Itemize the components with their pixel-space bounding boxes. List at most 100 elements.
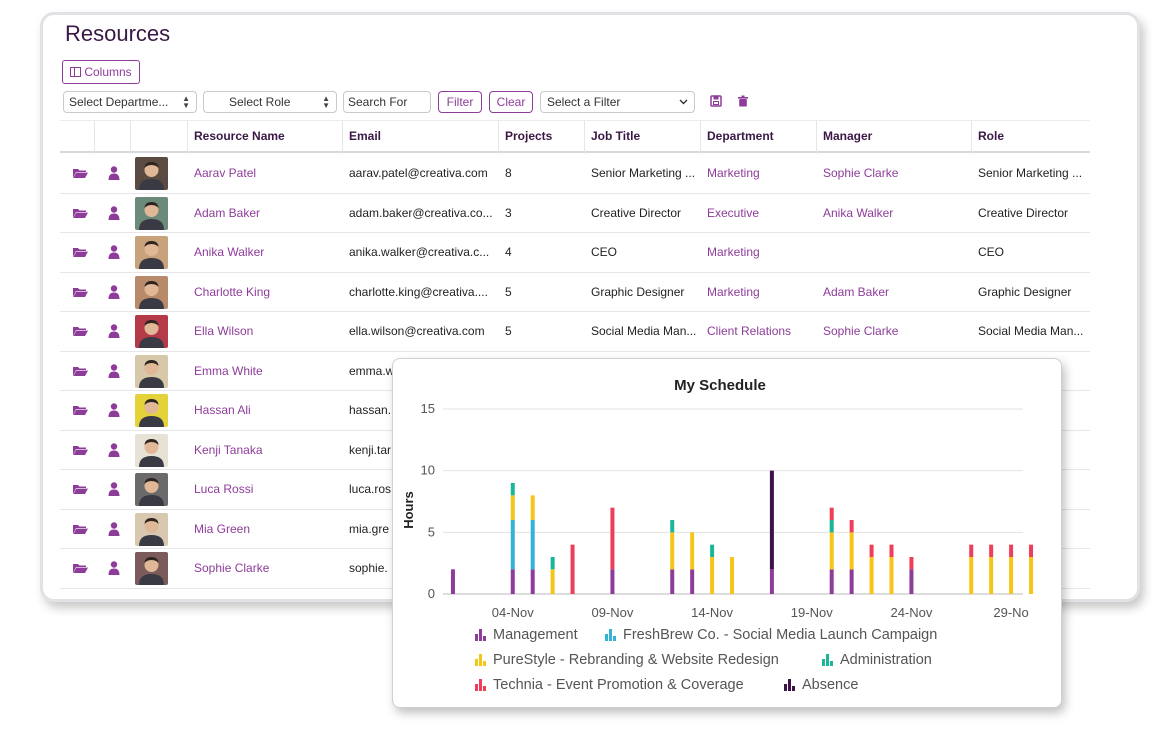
folder-icon[interactable] [73,326,88,336]
bar-segment[interactable] [829,507,834,520]
user-icon[interactable] [108,245,120,259]
bar-segment[interactable] [510,495,515,520]
bar-segment[interactable] [550,569,555,594]
bar-segment[interactable] [550,557,555,570]
cell-name[interactable]: Sophie Clarke [194,561,270,575]
bar-segment[interactable] [989,544,994,557]
bar-segment[interactable] [1009,557,1014,594]
user-icon[interactable] [108,561,120,575]
folder-icon[interactable] [73,287,88,297]
user-icon[interactable] [108,205,120,220]
cell-name[interactable]: Emma White [194,363,263,378]
header-email[interactable]: Email [349,129,382,143]
bar-segment[interactable] [849,520,854,533]
saved-filter-select[interactable]: Select a Filter [540,91,695,113]
bar-segment[interactable] [610,569,615,594]
table-row[interactable]: Adam Baker adam.baker@creativa.co... 3 Crea… [60,194,1090,233]
bar-segment[interactable] [510,483,515,496]
folder-icon[interactable] [73,405,88,415]
bar-segment[interactable] [1029,557,1034,594]
bar-segment[interactable] [610,507,615,570]
legend-item[interactable]: FreshBrew Co. - Social Media Launch Camp… [605,627,937,643]
bar-segment[interactable] [670,569,675,594]
bar-segment[interactable] [849,532,854,570]
table-row[interactable]: Charlotte King charlotte.king@creativa...… [60,273,1090,312]
bar-segment[interactable] [690,569,695,594]
bar-segment[interactable] [989,557,994,594]
department-select[interactable]: Select Departme... ▲ ▼ [63,91,197,113]
cell-name[interactable]: Charlotte King [194,284,271,299]
folder-icon[interactable] [73,168,88,178]
bar-segment[interactable] [769,470,774,570]
folder-icon[interactable] [73,247,88,257]
user-icon[interactable] [108,521,120,536]
header-department[interactable]: Department [707,129,774,143]
legend-item[interactable]: Management [475,627,578,643]
clear-button[interactable]: Clear [489,91,533,113]
filter-button[interactable]: Filter [438,91,482,113]
header-job-title[interactable]: Job Title [591,129,641,143]
header-resource-name[interactable]: Resource Name [194,129,285,143]
cell-dept[interactable]: Client Relations [707,324,792,338]
cell-manager[interactable]: Sophie Clarke [823,324,899,338]
cell-name[interactable]: Luca Rossi [194,482,254,496]
cell-name[interactable]: Ella Wilson [194,324,254,338]
bar-segment[interactable] [510,520,515,570]
header-projects[interactable]: Projects [505,129,553,143]
bar-segment[interactable] [450,569,455,594]
cell-manager[interactable]: Anika Walker [823,205,894,220]
user-icon[interactable] [108,284,120,299]
bar-segment[interactable] [710,544,715,557]
cell-dept[interactable]: Executive [707,205,760,220]
legend-item[interactable]: Technia - Event Promotion & Coverage [475,677,744,693]
cell-dept[interactable]: Marketing [707,166,760,180]
trash-icon[interactable] [737,95,749,107]
bar-segment[interactable] [869,557,874,594]
cell-dept[interactable]: Marketing [707,284,760,299]
cell-name[interactable]: Kenji Tanaka [194,442,263,457]
legend-item[interactable]: PureStyle - Rebranding & Website Redesig… [475,652,779,668]
bar-segment[interactable] [530,569,535,594]
user-icon[interactable] [108,442,120,457]
user-icon[interactable] [108,363,120,378]
bar-segment[interactable] [1009,544,1014,557]
folder-icon[interactable] [73,563,88,573]
bar-segment[interactable] [869,544,874,557]
table-row[interactable]: Ella Wilson ella.wilson@creativa.com 5 Soci… [60,312,1090,352]
bar-segment[interactable] [730,557,735,594]
user-icon[interactable] [108,482,120,496]
bar-segment[interactable] [969,544,974,557]
cell-name[interactable]: Aarav Patel [194,166,257,180]
bar-segment[interactable] [909,557,914,570]
table-row[interactable]: Aarav Patel aarav.patel@creativa.com 8 Seni… [60,154,1090,194]
folder-icon[interactable] [73,445,88,455]
bar-segment[interactable] [829,569,834,594]
user-icon[interactable] [108,403,120,417]
bar-segment[interactable] [1029,544,1034,557]
cell-manager[interactable] [823,233,973,272]
bar-segment[interactable] [889,557,894,594]
folder-icon[interactable] [73,366,88,376]
table-row[interactable]: Anika Walker anika.walker@creativa.c... 4 C… [60,233,1090,273]
cell-dept[interactable]: Marketing [707,245,760,259]
bar-segment[interactable] [510,569,515,594]
save-icon[interactable] [710,95,722,107]
bar-segment[interactable] [530,495,535,520]
legend-item[interactable]: Absence [784,677,858,693]
bar-segment[interactable] [769,569,774,594]
header-role[interactable]: Role [978,129,1005,143]
folder-icon[interactable] [73,208,88,218]
cell-name[interactable]: Anika Walker [194,245,265,259]
columns-button[interactable]: Columns [62,60,140,84]
role-select[interactable]: Select Role ▲ ▼ [203,91,337,113]
bar-segment[interactable] [849,569,854,594]
folder-icon[interactable] [73,524,88,534]
user-icon[interactable] [108,166,120,180]
search-input[interactable]: Search For [343,91,431,113]
cell-manager[interactable]: Sophie Clarke [823,166,899,180]
bar-segment[interactable] [909,569,914,594]
bar-segment[interactable] [530,520,535,570]
bar-segment[interactable] [829,532,834,570]
bar-segment[interactable] [889,544,894,557]
cell-manager[interactable]: Adam Baker [823,284,890,299]
